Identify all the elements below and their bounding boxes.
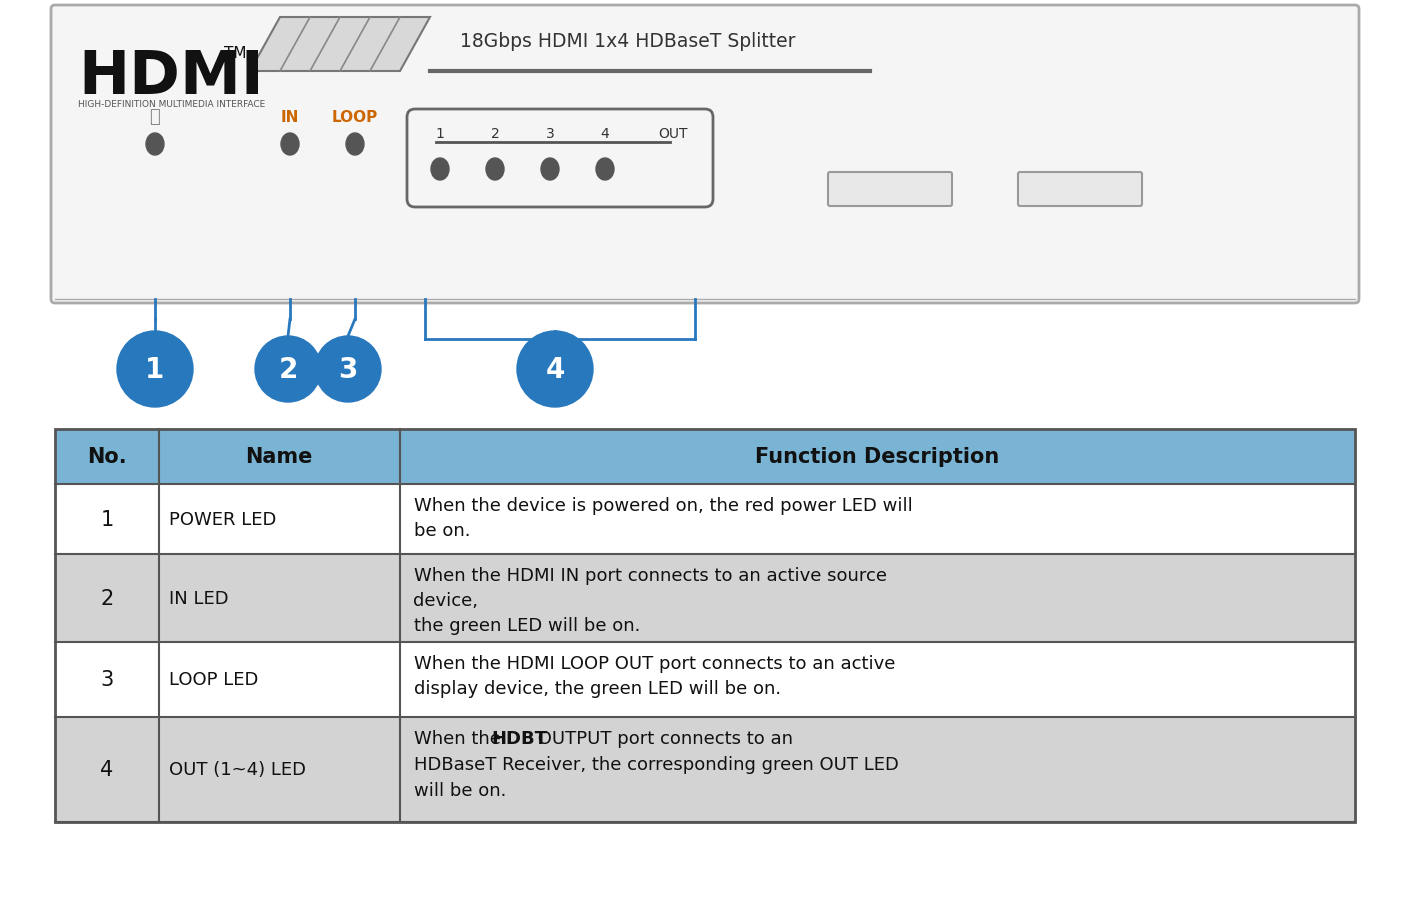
Text: OUT (1~4) LED: OUT (1~4) LED — [168, 760, 306, 778]
Ellipse shape — [596, 159, 614, 180]
Text: Name: Name — [246, 447, 313, 467]
Text: POWER LED: POWER LED — [168, 511, 276, 529]
Text: 3: 3 — [100, 670, 113, 690]
Text: 18Gbps HDMI 1x4 HDBaseT Splitter: 18Gbps HDMI 1x4 HDBaseT Splitter — [460, 32, 795, 51]
FancyBboxPatch shape — [51, 6, 1358, 304]
Ellipse shape — [485, 159, 504, 180]
Circle shape — [516, 332, 593, 408]
Circle shape — [255, 336, 321, 402]
Bar — [55, 555, 1356, 642]
Text: TM: TM — [224, 46, 246, 61]
Text: ⏻: ⏻ — [150, 108, 160, 126]
Text: When the HDMI IN port connects to an active source
device,
the green LED will be: When the HDMI IN port connects to an act… — [413, 566, 887, 634]
Ellipse shape — [282, 133, 299, 156]
Text: 2: 2 — [279, 355, 297, 383]
Text: IN LED: IN LED — [168, 589, 229, 607]
Text: 2: 2 — [491, 127, 499, 141]
Text: LOOP: LOOP — [333, 109, 378, 124]
Text: 4: 4 — [600, 127, 610, 141]
Bar — [55, 484, 1356, 555]
Polygon shape — [250, 18, 430, 72]
Text: HIGH-DEFINITION MULTIMEDIA INTERFACE: HIGH-DEFINITION MULTIMEDIA INTERFACE — [78, 100, 265, 109]
FancyBboxPatch shape — [828, 173, 952, 207]
Circle shape — [316, 336, 381, 402]
Bar — [55, 429, 1356, 822]
Text: 1: 1 — [436, 127, 444, 141]
Text: When the HDMI LOOP OUT port connects to an active
display device, the green LED : When the HDMI LOOP OUT port connects to … — [413, 654, 894, 697]
Text: Function Description: Function Description — [756, 447, 999, 467]
Text: 3: 3 — [546, 127, 555, 141]
Bar — [55, 642, 1356, 717]
Text: will be on.: will be on. — [413, 781, 507, 799]
Text: HDBaseT Receiver, the corresponding green OUT LED: HDBaseT Receiver, the corresponding gree… — [413, 755, 899, 773]
Text: No.: No. — [88, 447, 127, 467]
Text: HDMI: HDMI — [78, 48, 263, 106]
Text: 1: 1 — [146, 355, 164, 383]
Text: 2: 2 — [100, 588, 113, 608]
Text: HDBT: HDBT — [491, 729, 548, 747]
Bar — [55, 429, 1356, 484]
Text: 4: 4 — [545, 355, 565, 383]
Text: When the device is powered on, the red power LED will
be on.: When the device is powered on, the red p… — [413, 496, 913, 539]
Text: OUT: OUT — [658, 127, 688, 141]
Ellipse shape — [541, 159, 559, 180]
Text: LOOP LED: LOOP LED — [168, 671, 259, 689]
Ellipse shape — [146, 133, 164, 156]
FancyBboxPatch shape — [408, 110, 713, 207]
FancyBboxPatch shape — [1017, 173, 1142, 207]
Ellipse shape — [432, 159, 449, 180]
Bar — [55, 717, 1356, 822]
Text: 4: 4 — [100, 759, 113, 779]
Text: IN: IN — [280, 109, 299, 124]
Text: When the: When the — [413, 729, 507, 747]
Ellipse shape — [347, 133, 364, 156]
Circle shape — [117, 332, 192, 408]
Text: 3: 3 — [338, 355, 358, 383]
Text: 1: 1 — [100, 510, 113, 529]
Text: OUTPUT port connects to an: OUTPUT port connects to an — [532, 729, 792, 747]
